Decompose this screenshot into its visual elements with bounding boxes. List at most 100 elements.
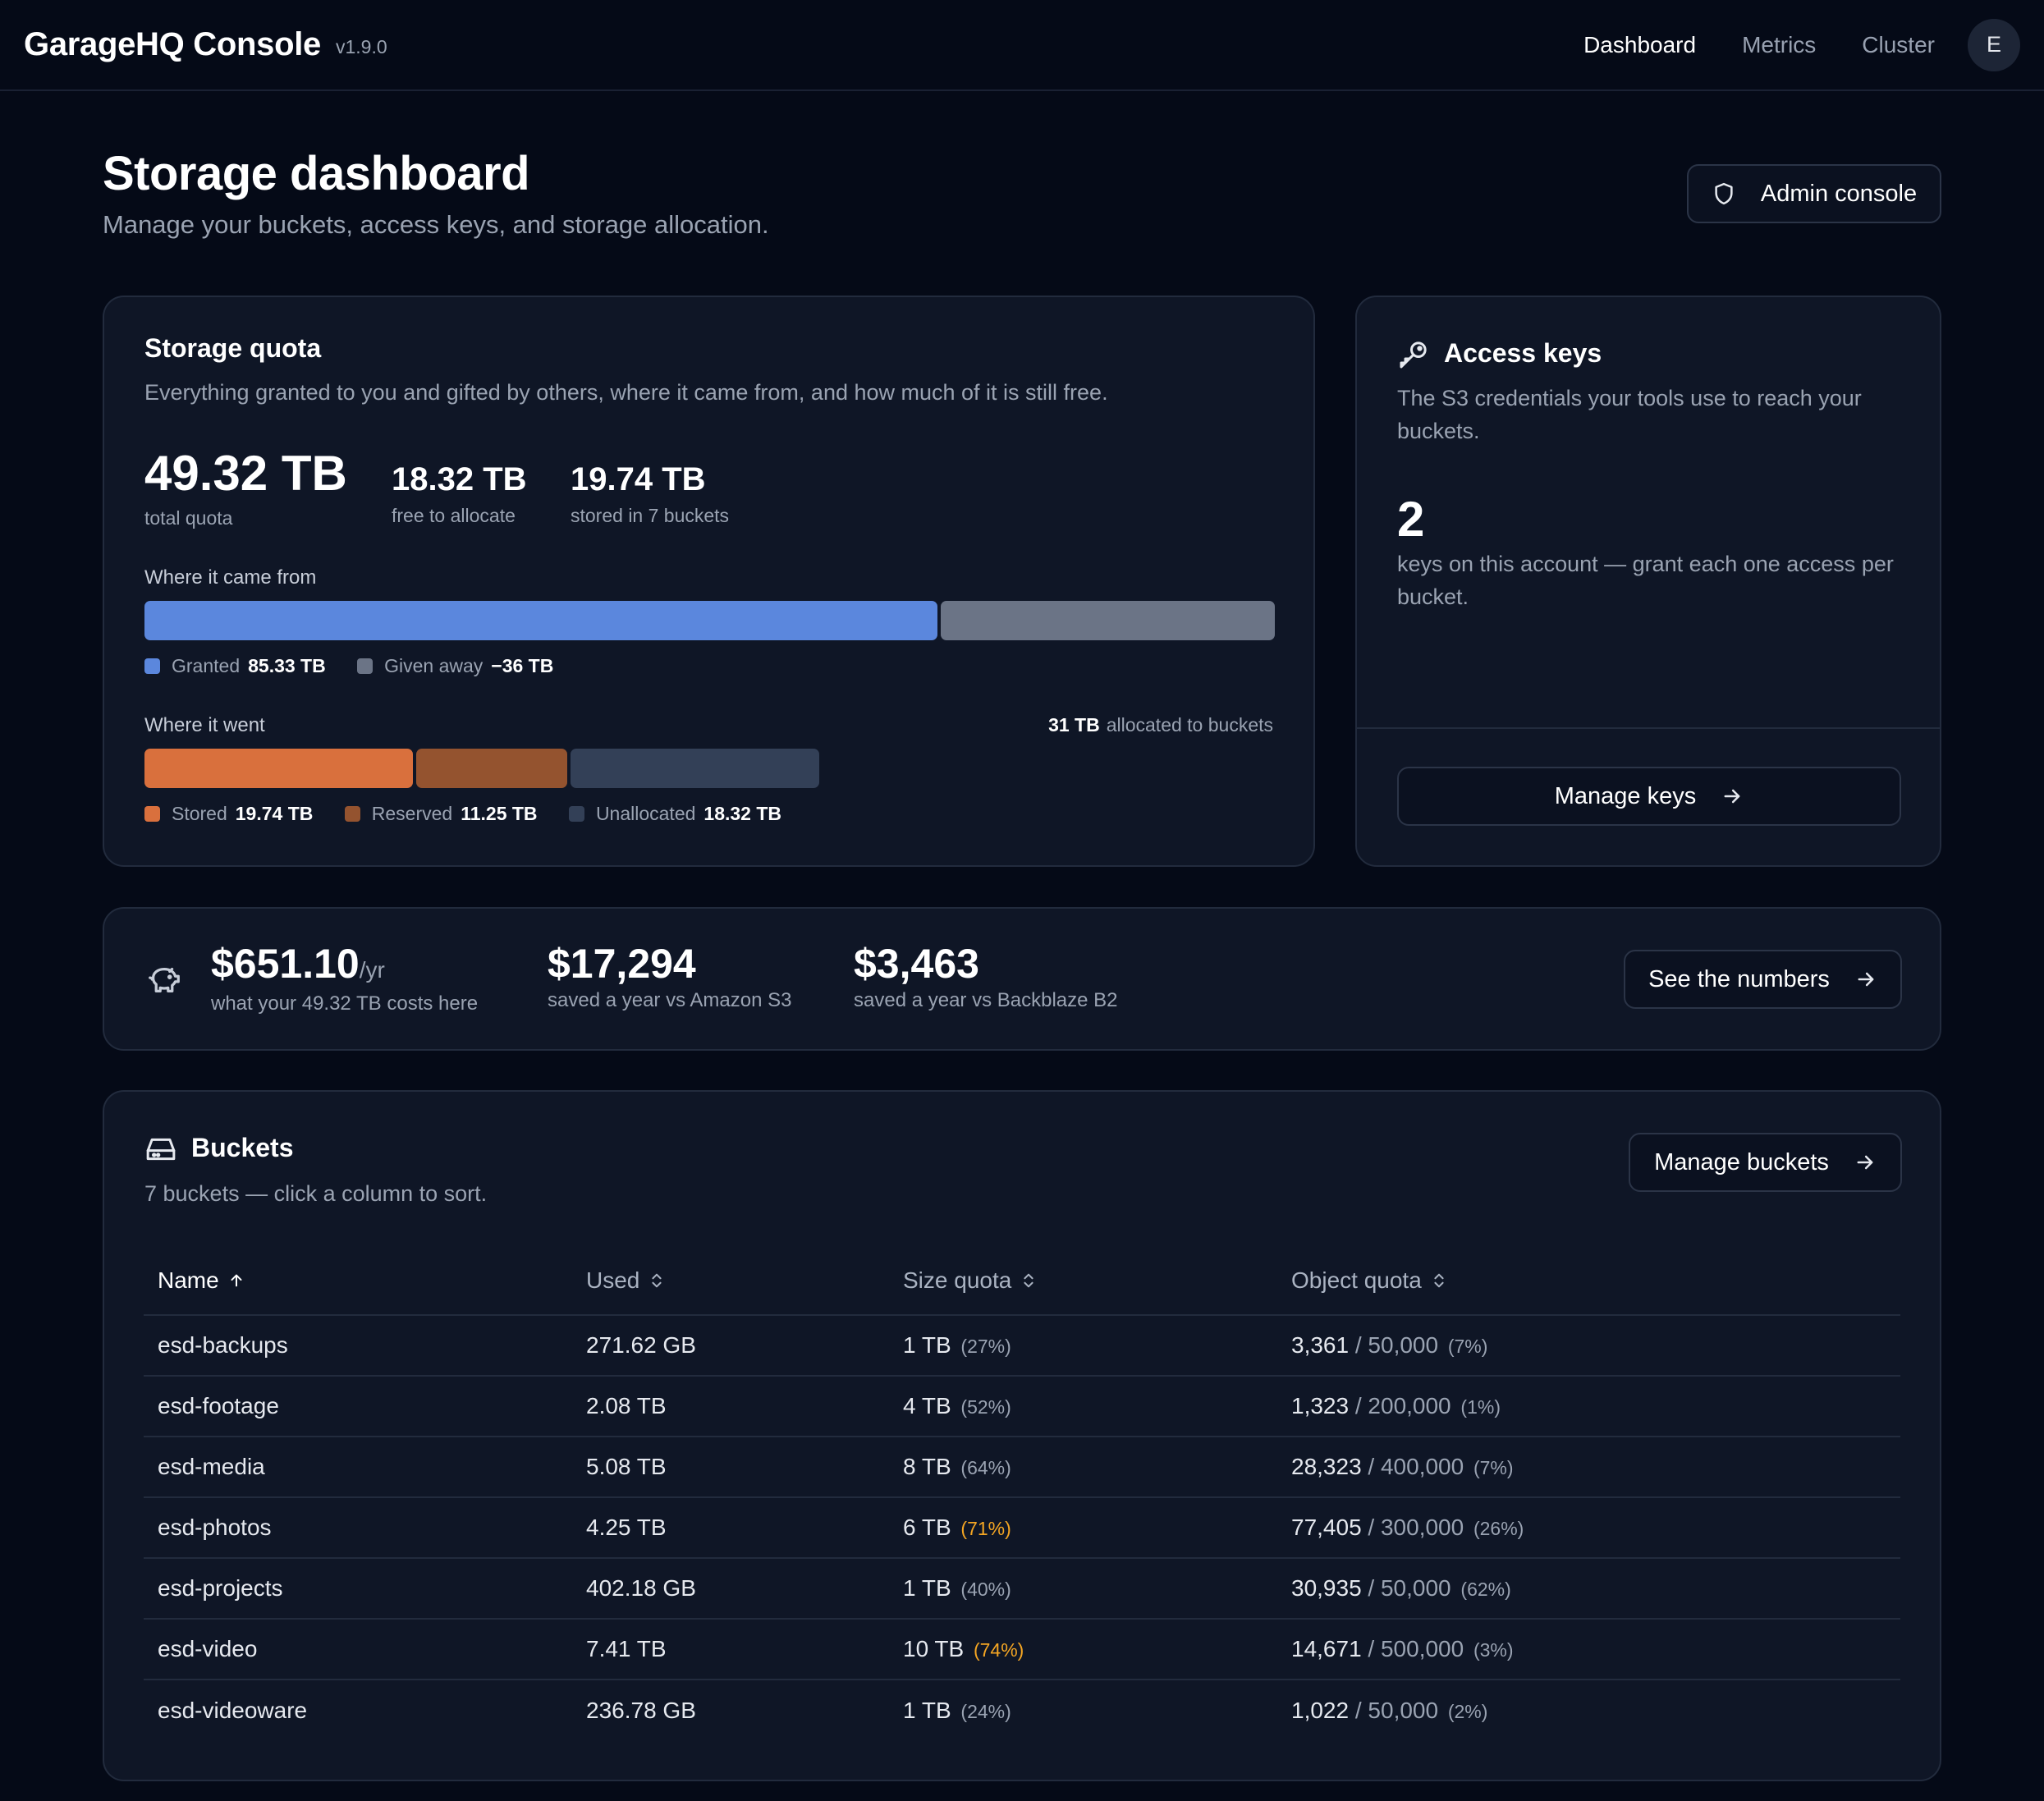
manage-keys-button[interactable]: Manage keys — [1397, 767, 1901, 826]
usage-title: Where it went — [144, 714, 265, 736]
b2-savings-value: $3,463 — [854, 941, 979, 987]
legend-unallocated: Unallocated 18.32 TB — [568, 803, 781, 824]
object-quota-percent: (1%) — [1460, 1396, 1501, 1418]
size-quota-percent: (74%) — [973, 1639, 1024, 1661]
bucket-name[interactable]: esd-footage — [144, 1376, 572, 1437]
page-title: Storage dashboard — [103, 147, 530, 200]
object-quota-percent: (26%) — [1473, 1518, 1524, 1539]
bucket-size-quota: 6 TB (71%) — [889, 1497, 1277, 1559]
size-quota-percent: (40%) — [960, 1579, 1011, 1600]
annual-cost-value: $651.10 — [211, 941, 360, 987]
bucket-size-quota: 1 TB (27%) — [889, 1315, 1277, 1377]
bucket-name[interactable]: esd-photos — [144, 1497, 572, 1559]
usage-bar — [144, 749, 1275, 788]
arrow-up-icon — [227, 1269, 245, 1295]
bucket-name[interactable]: esd-videoware — [158, 1697, 308, 1723]
key-count: 2 — [1397, 492, 1425, 547]
bucket-size-quota: 1 TB (24%) — [903, 1697, 1011, 1723]
arrow-right-icon — [1854, 968, 1877, 991]
bucket-used: 4.25 TB — [572, 1497, 889, 1559]
user-avatar[interactable]: E — [1968, 18, 2020, 71]
table-row[interactable]: esd-photos 4.25 TB 6 TB (71%) 77,405 / 300,… — [144, 1497, 1900, 1559]
size-quota-percent: (64%) — [960, 1457, 1011, 1478]
bucket-used: 2.08 TB — [572, 1376, 889, 1437]
stored-value: 19.74 TB — [571, 461, 706, 497]
annual-cost: $651.10/yr — [211, 940, 385, 988]
bucket-used: 271.62 GB — [572, 1315, 889, 1377]
table-row[interactable]: esd-media 5.08 TB 8 TB (64%) 28,323 / 400,0… — [144, 1437, 1900, 1498]
annual-cost-label: what your 49.32 TB costs here — [211, 992, 479, 1015]
column-header-name[interactable]: Name — [144, 1248, 572, 1316]
piggy-bank-icon — [145, 961, 183, 1003]
usage-bar-unallocated — [571, 749, 819, 788]
stored-label: stored in 7 buckets — [571, 505, 730, 526]
arrow-right-icon — [1854, 1151, 1877, 1174]
access-keys-title: Access keys — [1444, 338, 1602, 368]
bucket-used: 402.18 GB — [572, 1558, 889, 1620]
nav-item-dashboard[interactable]: Dashboard — [1583, 31, 1697, 57]
manage-keys-label: Manage keys — [1554, 782, 1697, 809]
app-version: v1.9.0 — [335, 36, 387, 57]
source-bar — [144, 601, 1275, 640]
object-cap: / 50,000 — [1354, 1697, 1439, 1723]
allocated-label: allocated to buckets — [1106, 714, 1273, 736]
object-count: 30,935 — [1291, 1575, 1362, 1601]
see-numbers-button[interactable]: See the numbers — [1624, 950, 1902, 1009]
table-row[interactable]: esd-backups 271.62 GB 1 TB (27%) 3,361 / 50… — [144, 1315, 1900, 1377]
source-title: Where it came from — [144, 566, 317, 589]
table-row[interactable]: esd-projects 402.18 GB 1 TB (40%) 30,935 / … — [144, 1558, 1900, 1620]
key-icon — [1397, 338, 1430, 375]
column-header-used[interactable]: Used — [572, 1248, 889, 1316]
object-cap: / 50,000 — [1368, 1575, 1451, 1601]
size-quota-percent: (24%) — [960, 1700, 1011, 1722]
top-bar: GarageHQ Console v1.9.0 Dashboard Metric… — [0, 0, 2044, 91]
bucket-name[interactable]: esd-media — [144, 1437, 572, 1498]
buckets-subtitle: 7 buckets — click a column to sort. — [144, 1181, 488, 1206]
column-header-size-quota[interactable]: Size quota — [889, 1248, 1277, 1316]
annual-cost-unit: /yr — [359, 957, 385, 983]
size-quota-percent: (52%) — [960, 1396, 1011, 1418]
source-bar-granted — [144, 601, 937, 640]
key-count-label: keys on this account — grant each one ac… — [1397, 552, 1894, 609]
app-title[interactable]: GarageHQ Console — [24, 26, 321, 62]
nav-item-cluster[interactable]: Cluster — [1862, 31, 1935, 57]
bucket-size-quota: 8 TB (64%) — [889, 1437, 1277, 1498]
bucket-object-quota: 28,323 / 400,000 (7%) — [1277, 1437, 1900, 1498]
manage-buckets-button[interactable]: Manage buckets — [1629, 1133, 1902, 1192]
legend-stored: Stored 19.74 TB — [144, 803, 313, 824]
given-away-swatch — [357, 658, 374, 674]
size-quota-percent: (71%) — [960, 1518, 1011, 1539]
bucket-name[interactable]: esd-video — [144, 1619, 572, 1680]
b2-savings-label: saved a year vs Backblaze B2 — [854, 989, 1118, 1011]
allocated-summary: 31 TB allocated to buckets — [1048, 714, 1273, 736]
buckets-title: Buckets — [191, 1133, 294, 1162]
chevron-up-down-icon — [648, 1269, 666, 1295]
admin-console-button[interactable]: Admin console — [1687, 164, 1941, 223]
bucket-object-quota: 30,935 / 50,000 (62%) — [1277, 1558, 1900, 1620]
size-quota-percent: (27%) — [960, 1336, 1011, 1357]
bucket-name[interactable]: esd-projects — [144, 1558, 572, 1620]
table-row[interactable]: esd-footage 2.08 TB 4 TB (52%) 1,323 / 200,… — [144, 1376, 1900, 1437]
object-quota-percent: (3%) — [1473, 1639, 1514, 1661]
bucket-used: 236.78 GB — [586, 1697, 696, 1723]
usage-bar-reserved — [416, 749, 567, 788]
access-keys-divider — [1357, 727, 1940, 729]
source-legend: Granted 85.33 TB Given away −36 TB — [144, 655, 580, 677]
bucket-name[interactable]: esd-backups — [144, 1315, 572, 1377]
access-keys-description: The S3 credentials your tools use to rea… — [1397, 386, 1862, 443]
s3-savings-label: saved a year vs Amazon S3 — [548, 989, 792, 1011]
bucket-object-quota: 1,022 / 50,000 (2%) — [1277, 1680, 1900, 1740]
chevron-up-down-icon — [1020, 1269, 1038, 1295]
usage-legend: Stored 19.74 TB Reserved 11.25 TB Unalloca… — [144, 803, 808, 825]
nav-item-metrics[interactable]: Metrics — [1742, 31, 1817, 57]
legend-reserved: Reserved 11.25 TB — [344, 803, 538, 824]
hard-drive-icon — [144, 1133, 177, 1170]
bucket-size-quota: 4 TB (52%) — [889, 1376, 1277, 1437]
column-header-object-quota[interactable]: Object quota — [1277, 1248, 1900, 1316]
table-row[interactable]: esd-video 7.41 TB 10 TB (74%) 14,671 / 500,… — [144, 1619, 1900, 1680]
table-row[interactable]: esd-videoware 236.78 GB 1 TB (24%) 1,022 / … — [144, 1680, 1900, 1740]
object-count: 1,022 — [1291, 1697, 1350, 1723]
object-quota-percent: (2%) — [1447, 1700, 1488, 1722]
shield-icon — [1712, 181, 1736, 206]
bucket-size-quota: 1 TB (40%) — [889, 1558, 1277, 1620]
